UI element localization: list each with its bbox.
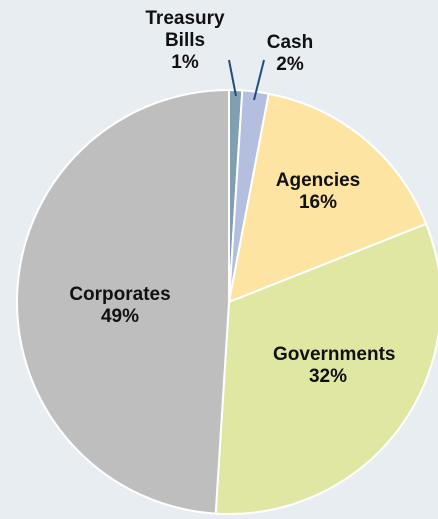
- leader-line: [228, 59, 237, 97]
- category-label: Agencies: [275, 170, 361, 191]
- slice-label: Agencies 16%: [263, 170, 373, 214]
- category-label: Governments: [273, 344, 396, 365]
- value-label: 49%: [100, 306, 140, 327]
- slice-label: Treasury Bills 1%: [140, 8, 230, 74]
- category-label: Treasury Bills: [145, 8, 225, 51]
- slice-label: Cash 2%: [245, 32, 335, 76]
- slice-label: Governments 32%: [273, 344, 396, 388]
- value-label: 16%: [298, 192, 338, 213]
- value-label: 1%: [171, 52, 199, 73]
- category-label: Cash: [266, 32, 314, 53]
- value-label: 32%: [308, 366, 348, 387]
- pie-slice: [16, 88, 230, 515]
- slice-label: Corporates 49%: [65, 284, 175, 328]
- pie-slice: [227, 92, 428, 304]
- pie-slice: [214, 222, 438, 515]
- value-label: 2%: [276, 54, 304, 75]
- leader-line: [253, 59, 265, 101]
- category-label: Corporates: [69, 284, 171, 305]
